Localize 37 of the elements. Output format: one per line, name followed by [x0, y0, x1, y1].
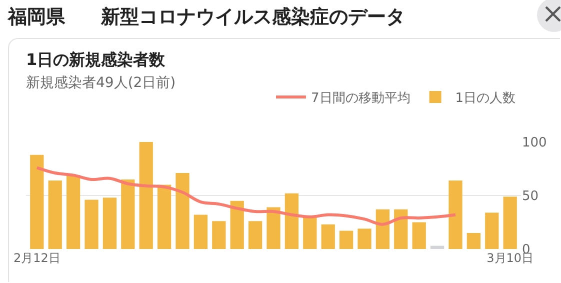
bar — [303, 216, 317, 249]
bar — [430, 246, 444, 249]
bar — [266, 207, 280, 249]
bar — [230, 200, 244, 249]
bar — [121, 179, 135, 249]
bar — [48, 180, 62, 249]
text: 福岡県 — [8, 6, 65, 28]
bar — [376, 209, 390, 249]
bar — [394, 209, 408, 249]
bar — [466, 232, 481, 249]
bar — [321, 224, 335, 249]
bar — [84, 200, 98, 249]
bar — [139, 142, 153, 249]
bar — [485, 212, 499, 249]
bar — [412, 222, 426, 249]
legend-label: 1日の人数 — [455, 91, 516, 106]
bar — [358, 228, 372, 249]
chart-title: 1日の新規感染者数 — [26, 50, 166, 71]
bar — [66, 175, 80, 249]
bar — [212, 221, 226, 249]
bar — [157, 184, 172, 249]
bar — [176, 173, 190, 249]
bar — [284, 193, 299, 249]
y-tick-label: 50 — [522, 189, 539, 204]
bar — [339, 230, 354, 249]
bar — [102, 198, 117, 249]
bar — [248, 221, 262, 249]
chart-subtitle: 新規感染者49人(2日前) — [26, 74, 176, 92]
bar — [194, 214, 208, 249]
bar — [448, 180, 462, 249]
bar — [30, 154, 44, 249]
line-series — [35, 166, 457, 226]
bar — [503, 196, 517, 249]
text: 新型コロナウイルス感染症のデータ — [101, 6, 405, 28]
y-tick-label: 100 — [522, 136, 547, 151]
x-tick-label: 2月12日 — [13, 251, 60, 265]
legend-label: 7日間の移動平均 — [311, 91, 410, 106]
